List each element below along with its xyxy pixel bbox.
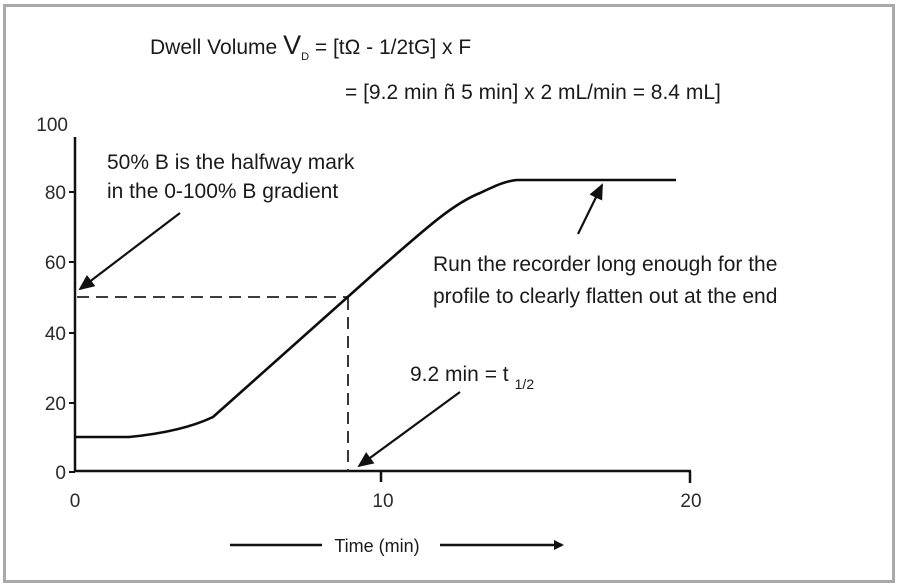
y-tick-100: 100	[36, 115, 68, 136]
formula-line-1: Dwell Volume VD = [tΩ - 1/2tG] x F	[150, 30, 471, 63]
halfway-arrow-icon	[78, 212, 181, 291]
formula-line-2: = [9.2 min ñ 5 min] x 2 mL/min = 8.4 mL]	[345, 81, 721, 104]
y-tick-40: 40	[45, 324, 66, 345]
x-axis-label: Time (min)	[334, 536, 419, 556]
x-axis-label-group: Time (min)	[230, 536, 564, 556]
plateau-arrow-icon	[577, 183, 603, 235]
annotation-halfway-line-1: 50% B is the halfway mark	[107, 151, 355, 174]
figure-frame	[3, 4, 895, 583]
x-tick-0: 0	[70, 491, 81, 512]
annotation-halfway-line-2: in the 0-100% B gradient	[107, 180, 338, 203]
y-tick-60: 60	[45, 253, 66, 274]
x-tick-20: 20	[680, 491, 701, 512]
gradient-profile-line	[75, 178, 676, 439]
annotation-run-line-1: Run the recorder long enough for the	[433, 253, 777, 276]
x-axis: 0 10 20	[70, 469, 702, 512]
y-tick-20: 20	[45, 394, 66, 415]
y-axis: 0 20 40 60 80 100	[36, 115, 77, 484]
annotation-run-line-2: profile to clearly flatten out at the en…	[433, 285, 777, 308]
y-tick-80: 80	[45, 183, 66, 204]
y-tick-0: 0	[55, 463, 66, 484]
x-tick-10: 10	[372, 491, 393, 512]
annotation-t-half: 9.2 min = t 1/2	[410, 363, 534, 392]
t-half-arrow-icon	[357, 391, 461, 468]
